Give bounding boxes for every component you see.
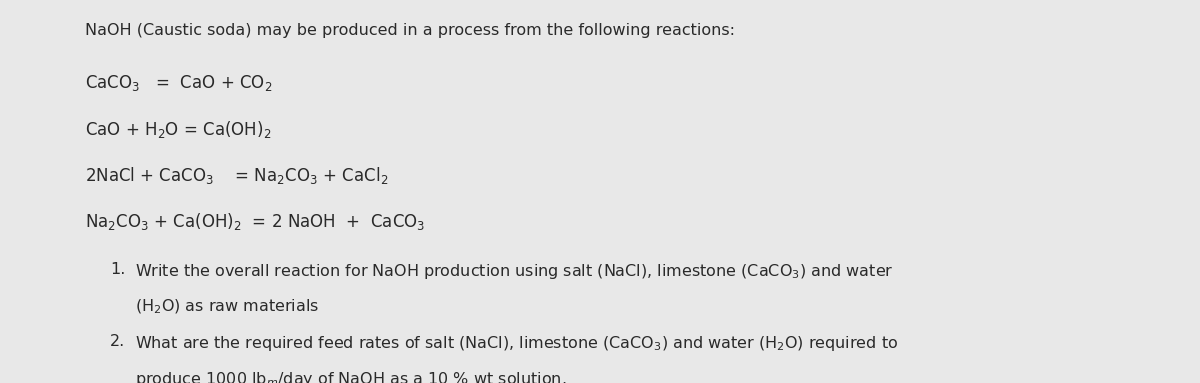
Text: produce 1000 lb$_m$/day of NaOH as a 10 % wt solution.: produce 1000 lb$_m$/day of NaOH as a 10 … <box>134 370 566 383</box>
Text: 2NaCl + CaCO$_3$    = Na$_2$CO$_3$ + CaCl$_2$: 2NaCl + CaCO$_3$ = Na$_2$CO$_3$ + CaCl$_… <box>85 165 389 186</box>
Text: 1.: 1. <box>110 262 125 277</box>
Text: Write the overall reaction for NaOH production using salt (NaCl), limestone (CaC: Write the overall reaction for NaOH prod… <box>134 262 894 281</box>
Text: What are the required feed rates of salt (NaCl), limestone (CaCO$_3$) and water : What are the required feed rates of salt… <box>134 334 899 353</box>
Text: CaO + H$_2$O = Ca(OH)$_2$: CaO + H$_2$O = Ca(OH)$_2$ <box>85 119 271 140</box>
Text: 2.: 2. <box>110 334 125 349</box>
Text: NaOH (Caustic soda) may be produced in a process from the following reactions:: NaOH (Caustic soda) may be produced in a… <box>85 23 734 38</box>
Text: Na$_2$CO$_3$ + Ca(OH)$_2$  = 2 NaOH  +  CaCO$_3$: Na$_2$CO$_3$ + Ca(OH)$_2$ = 2 NaOH + CaC… <box>85 211 426 232</box>
Text: (H$_2$O) as raw materials: (H$_2$O) as raw materials <box>134 298 319 316</box>
Text: CaCO$_3$   =  CaO + CO$_2$: CaCO$_3$ = CaO + CO$_2$ <box>85 73 272 93</box>
